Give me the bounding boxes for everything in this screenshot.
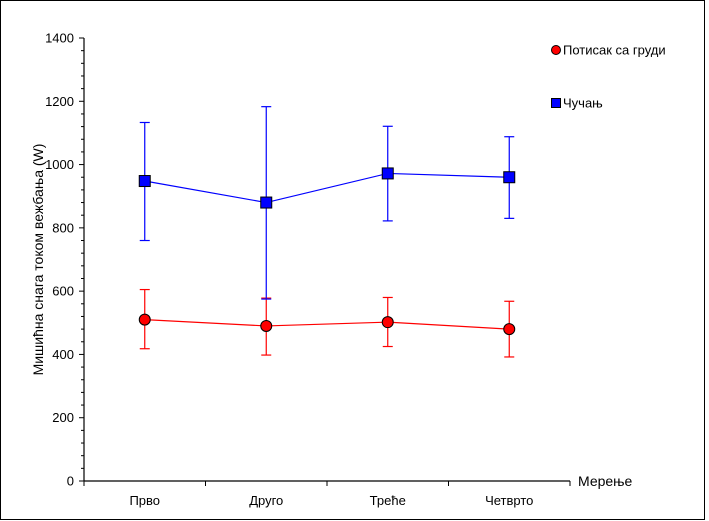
series-line <box>144 172 510 204</box>
y-axis-title: Мишићна снага током вежбања (W) <box>30 144 46 376</box>
x-axis-title: Мерење <box>578 473 633 489</box>
legend-marker <box>551 45 561 55</box>
data-point <box>138 313 151 326</box>
data-point <box>138 175 151 188</box>
data-point <box>381 167 394 180</box>
data-point <box>260 196 273 209</box>
y-tick-label: 1200 <box>45 94 74 109</box>
x-category-label: Друго <box>249 493 283 508</box>
x-category-label: Треће <box>370 493 406 508</box>
y-tick-label: 200 <box>52 410 74 425</box>
data-point <box>260 319 273 332</box>
x-category-label: Прво <box>129 493 160 508</box>
axes: 0 200 400 600 800 1000 1200 1400 Прво Друго Треће Ч… <box>45 31 571 508</box>
data-point <box>503 171 516 184</box>
legend-marker <box>551 98 561 108</box>
series-1 <box>138 288 516 358</box>
x-category-label: Четврто <box>485 493 533 508</box>
data-point <box>381 316 394 329</box>
legend: Потисак са груди Чучањ <box>551 43 666 111</box>
data-point <box>503 323 516 336</box>
y-tick-label: 1000 <box>45 157 74 172</box>
y-tick-label: 800 <box>52 220 74 235</box>
series-line <box>144 319 510 330</box>
legend-label: Потисак са груди <box>563 43 666 58</box>
legend-label: Чучањ <box>563 96 603 111</box>
series-2 <box>138 106 516 300</box>
y-tick-label: 1400 <box>45 31 74 46</box>
y-tick-label: 600 <box>52 284 74 299</box>
y-tick-label: 400 <box>52 347 74 362</box>
y-tick-label: 0 <box>67 474 74 489</box>
series-layer <box>138 106 516 358</box>
